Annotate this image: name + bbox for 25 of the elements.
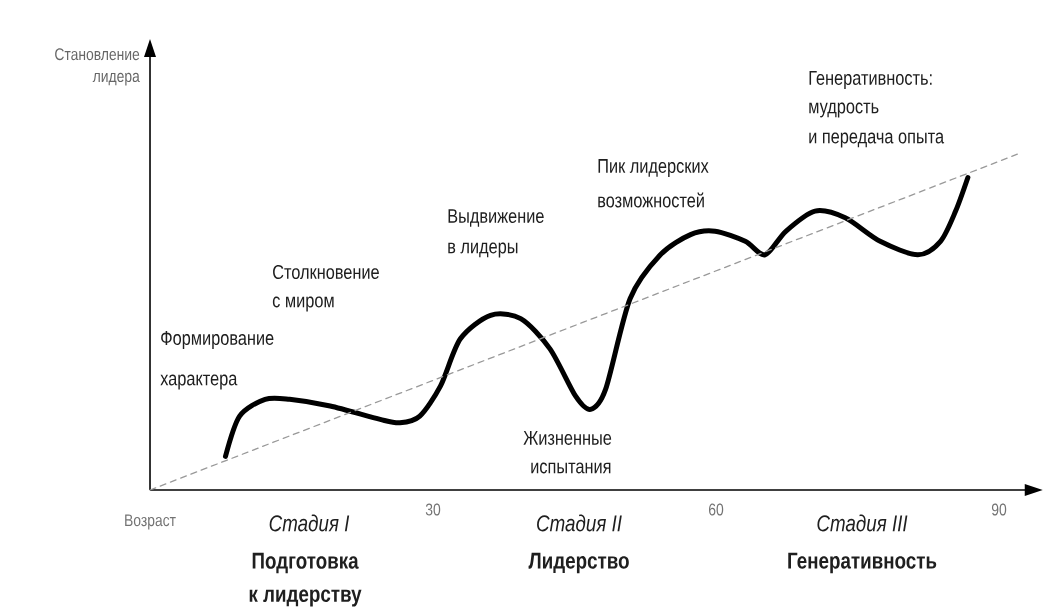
text: мудрость xyxy=(809,102,879,118)
y-axis-title: Становление лидера xyxy=(55,48,140,86)
text: Стадия II xyxy=(537,514,622,532)
text: Генеративность: xyxy=(809,71,932,89)
text: и передача опыта xyxy=(809,132,945,148)
text: Подготовка xyxy=(252,552,359,574)
x-tick-label: 90 xyxy=(991,503,1007,516)
text: Генеративность xyxy=(788,552,937,574)
x-tick-label: 30 xyxy=(425,503,441,516)
annotation: Столкновение xyxy=(273,264,379,280)
annotation: Жизненные xyxy=(523,431,612,445)
x-axis-title: Возраст xyxy=(125,514,176,530)
text: Стадия I xyxy=(269,514,350,532)
annotation: с миром xyxy=(272,296,334,312)
annotation: характера xyxy=(160,374,238,390)
annotation: Формирование xyxy=(161,331,274,349)
annotation: Выдвижение xyxy=(448,209,544,227)
text: Стадия III xyxy=(817,514,908,532)
annotation: Пик лидерских xyxy=(598,159,709,177)
annotation: в лидеры xyxy=(448,242,518,258)
annotation: испытания xyxy=(531,462,611,474)
text: к лидерству xyxy=(249,589,362,607)
x-tick-label: 60 xyxy=(708,503,724,516)
annotation: возможностей xyxy=(598,192,704,208)
text: Лидерство xyxy=(528,552,629,574)
